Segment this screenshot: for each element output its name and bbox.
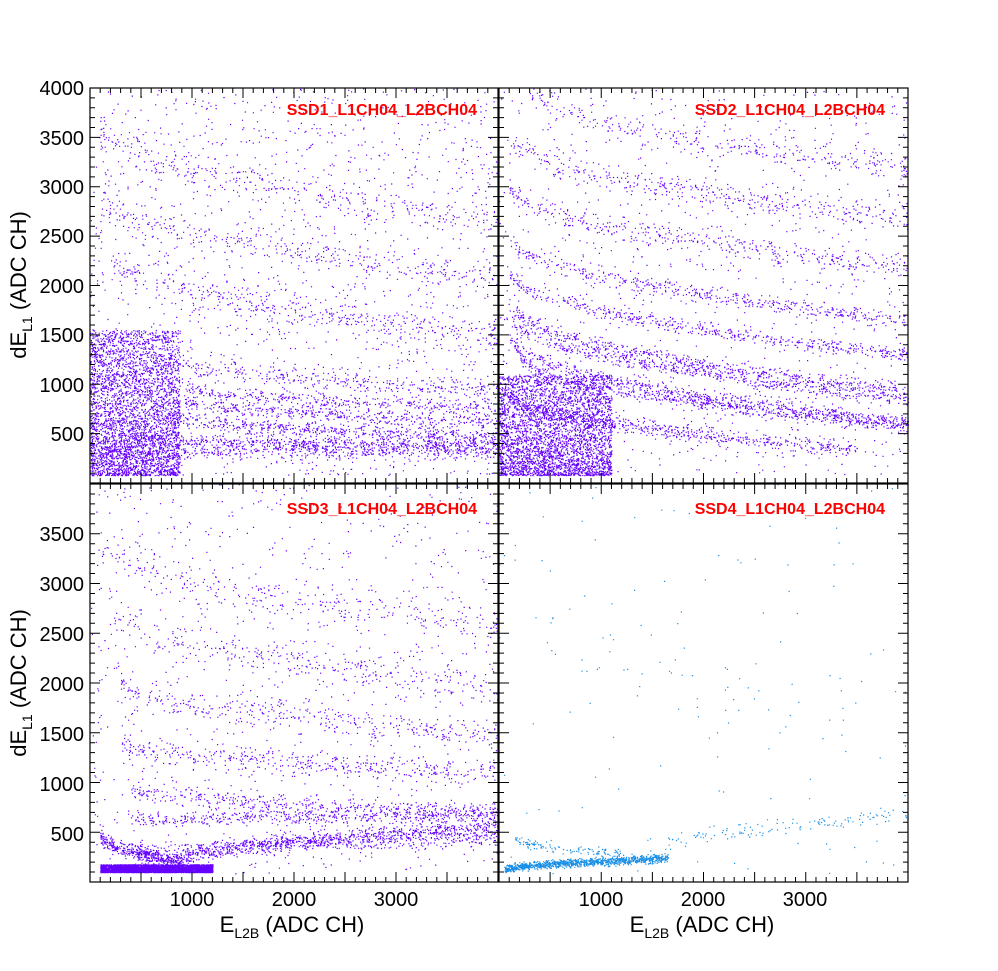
y-tick-label: 1000 xyxy=(40,375,85,397)
pad-ssd1: SSD1_L1CH04_L2BCH04 4000 3500 3000 2500 … xyxy=(40,78,500,484)
y-tick-label: 1500 xyxy=(40,724,85,746)
x-axis-title: EL2B (ADC CH) xyxy=(220,912,365,941)
y-axis-title: dEL1 (ADC CH) xyxy=(6,211,35,359)
y-tick-label: 1000 xyxy=(40,774,85,796)
x-tick-label: 3000 xyxy=(783,889,828,911)
y-tick-label: 500 xyxy=(51,424,84,446)
x-tick-label: 3000 xyxy=(374,889,419,911)
pad-title: SSD3_L1CH04_L2BCH04 xyxy=(287,501,477,518)
pad-title: SSD2_L1CH04_L2BCH04 xyxy=(695,102,885,119)
pad-title: SSD1_L1CH04_L2BCH04 xyxy=(287,102,477,119)
x-tick-label: 2000 xyxy=(681,889,726,911)
y-tick-label: 2000 xyxy=(40,674,85,696)
pad-ssd3: SSD3_L1CH04_L2BCH04 3500 3000 2500 2000 … xyxy=(40,483,500,911)
pad-frame xyxy=(498,87,909,484)
pad-frame xyxy=(89,483,499,883)
y-tick-label: 3500 xyxy=(40,524,85,546)
x-tick-label: 1000 xyxy=(170,889,215,911)
y-tick-label: 500 xyxy=(51,824,84,846)
scatter-points xyxy=(499,88,910,477)
x-tick-label: 1000 xyxy=(579,889,624,911)
y-tick-label: 3500 xyxy=(40,128,85,150)
y-tick-label: 3000 xyxy=(40,177,85,199)
y-tick-label: 4000 xyxy=(40,78,85,100)
y-tick-label: 2500 xyxy=(40,624,85,646)
y-tick-label: 2000 xyxy=(40,276,85,298)
pad-frame xyxy=(498,483,909,883)
pad-ssd2: SSD2_L1CH04_L2BCH04 xyxy=(498,87,910,484)
x-axis-title: EL2B (ADC CH) xyxy=(630,912,775,941)
y-tick-label: 3000 xyxy=(40,574,85,596)
y-tick-label: 2500 xyxy=(40,226,85,248)
y-axis-title: dEL1 (ADC CH) xyxy=(6,609,35,757)
scatter-marks xyxy=(499,88,910,477)
pad-frame xyxy=(89,87,499,484)
pad-ssd4: SSD4_L1CH04_L2BCH04 1000 2000 3000 xyxy=(498,483,909,911)
pad-title: SSD4_L1CH04_L2BCH04 xyxy=(695,501,885,518)
x-tick-label: 2000 xyxy=(272,889,317,911)
y-tick-label: 1500 xyxy=(40,325,85,347)
